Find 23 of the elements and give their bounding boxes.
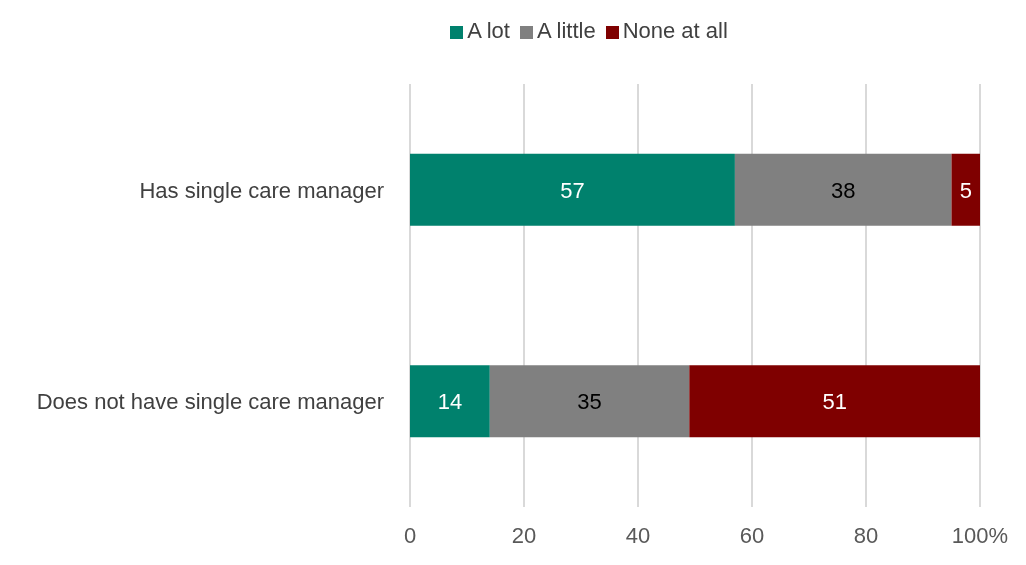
x-tick-label: 40 bbox=[625, 522, 651, 548]
data-label: 35 bbox=[577, 389, 602, 415]
bar bbox=[689, 365, 980, 438]
x-tick-label: 100% bbox=[951, 522, 1009, 548]
x-tick-label: 20 bbox=[511, 522, 537, 548]
x-tick-label: 80 bbox=[853, 522, 879, 548]
bar bbox=[951, 153, 980, 226]
legend-label: A little bbox=[536, 18, 596, 43]
bar bbox=[410, 365, 490, 438]
data-label: 57 bbox=[560, 177, 585, 203]
data-label: 5 bbox=[959, 177, 972, 203]
x-tick-label: 0 bbox=[403, 522, 417, 548]
y-tick-label: Has single care manager bbox=[139, 177, 384, 203]
legend-label: None at all bbox=[622, 18, 728, 43]
data-label: 14 bbox=[437, 389, 463, 415]
y-tick-label: Does not have single care manager bbox=[36, 389, 384, 415]
legend-label: A lot bbox=[467, 18, 510, 43]
data-label: 38 bbox=[830, 177, 856, 203]
data-label: 51 bbox=[822, 389, 847, 415]
bar bbox=[489, 365, 690, 438]
x-tick-label: 60 bbox=[739, 522, 765, 548]
bar bbox=[410, 153, 735, 226]
bar bbox=[734, 153, 952, 226]
